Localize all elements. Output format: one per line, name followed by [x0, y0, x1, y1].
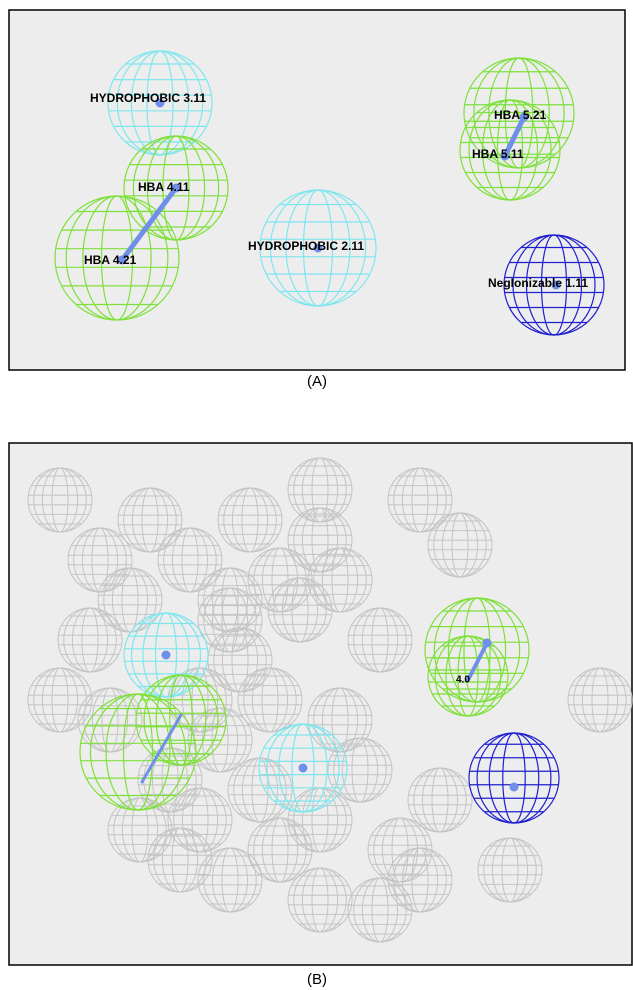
- feature-label: HBA 5.11: [472, 147, 524, 161]
- feature-label: NegIonizable 1.11: [488, 276, 588, 290]
- feature-label: HYDROPHOBIC 2.11: [248, 239, 364, 253]
- caption: (A): [307, 373, 327, 390]
- page: {"panel_a": {"caption": "(A)", "labels":…: [0, 0, 633, 990]
- centroid: [162, 651, 171, 660]
- centroid: [483, 639, 492, 648]
- feature-label: 4.0: [456, 675, 470, 686]
- figure: HYDROPHOBIC 3.11 HBA 4.11 HBA 4.21 HYDRO…: [0, 0, 633, 990]
- feature-label: HYDROPHOBIC 3.11: [90, 91, 206, 105]
- feature-label: HBA 4.21: [84, 253, 137, 267]
- centroid: [510, 783, 519, 792]
- panel-b-frame: [9, 443, 632, 965]
- caption: (B): [307, 971, 327, 988]
- feature-label: HBA 5.21: [494, 108, 547, 122]
- centroid: [299, 764, 308, 773]
- feature-label: HBA 4.11: [138, 180, 190, 194]
